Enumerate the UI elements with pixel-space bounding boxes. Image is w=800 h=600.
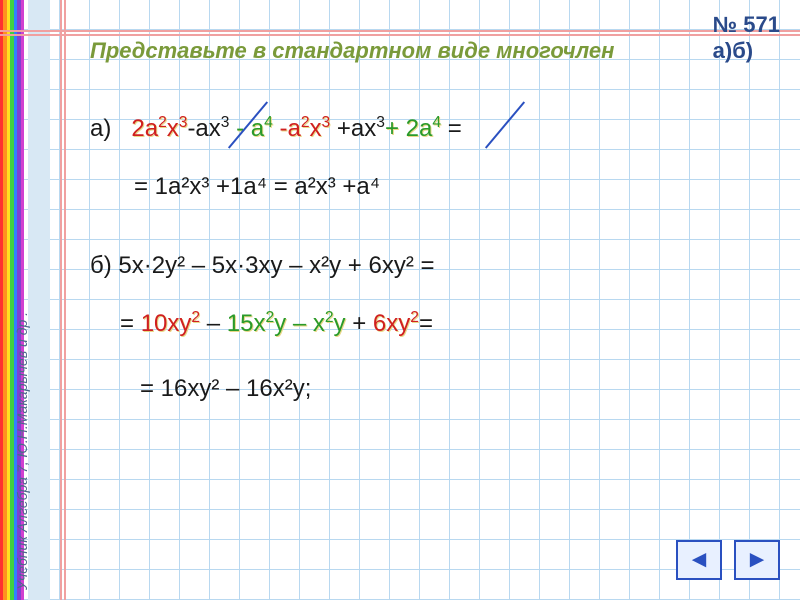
term-2a4: + 2a4 [385,115,441,142]
term-x2y: – x2y [286,310,345,337]
arrow-left-icon: ◄ [687,546,711,574]
next-button[interactable]: ► [734,540,780,580]
cross-stroke-2 [485,101,525,148]
prev-button[interactable]: ◄ [676,540,722,580]
part-a-result: = 1a²x³ +1a⁴ = a²x³ +a⁴ [90,168,760,206]
worksheet-page: Учебник Алгебра 7, Ю.Н.Макарычев и др . … [0,0,800,600]
part-a-expression: а) 2a2x3-ax3 - a4 -a2x3 +ax3+ 2a4 = [90,110,760,148]
part-b-result: = 16xy² – 16x²y; [90,370,760,408]
textbook-reference: Учебник Алгебра 7, Ю.Н.Макарычев и др . [14,312,30,590]
margin-line-h2 [0,34,800,36]
term-ax3-2: +ax3 [337,115,385,142]
part-a-label: а) [90,115,111,142]
margin-line-h1 [0,30,800,32]
margin-line-v2 [64,0,66,600]
term-a4: - a4 [236,115,273,142]
term-15x2y: 15x2y [227,310,286,337]
term-ax3-1: -ax [187,115,220,142]
exercise-number: № 571 а)б) [713,12,780,64]
part-b-line2: = 10xy2 – 15x2y – x2y + 6xy2= [90,305,760,343]
arrow-right-icon: ► [745,546,769,574]
part-b-line1: б) 5x·2y² – 5x·3xy – x²y + 6xy² = [90,247,760,285]
sidebar-vertical-bar [28,0,50,600]
term-2a2x3: 2a2x3 [131,115,187,142]
task-title: Представьте в стандартном виде многочлен [90,38,614,64]
term-a2x3: -a2x3 [280,115,331,142]
content-area: а) 2a2x3-ax3 - a4 -a2x3 +ax3+ 2a4 = = 1a… [90,110,760,428]
part-b-label: б) [90,252,118,279]
exercise-number-main: № 571 [713,12,780,38]
part-b-expr1: 5x·2y² – 5x·3xy – x²y + 6xy² = [118,252,434,279]
term-10xy2: 10xy2 [141,310,200,337]
equals-a: = [441,115,462,142]
margin-line-v1 [60,0,62,600]
term-6xy2: 6xy2 [373,310,419,337]
exercise-number-sub: а)б) [713,38,780,64]
